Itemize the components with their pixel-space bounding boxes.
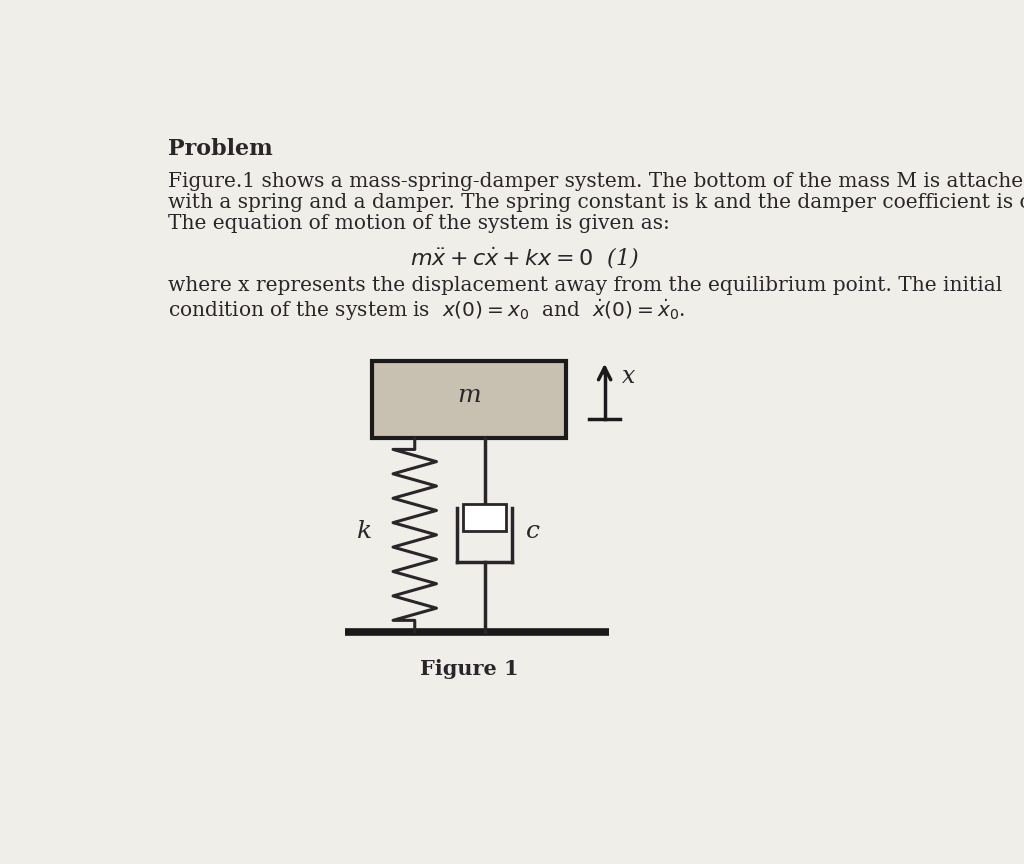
Text: k: k xyxy=(356,519,372,543)
Text: with a spring and a damper. The spring constant is k and the damper coefficient : with a spring and a damper. The spring c… xyxy=(168,193,1024,212)
Bar xyxy=(463,504,506,531)
Text: x: x xyxy=(622,365,635,388)
Text: condition of the system is  $x(0) = x_0$  and  $\dot{x}(0) = \dot{x}_0$.: condition of the system is $x(0) = x_0$ … xyxy=(168,297,685,322)
Text: Problem: Problem xyxy=(168,137,273,160)
Text: m: m xyxy=(457,384,481,407)
Text: where x represents the displacement away from the equilibrium point. The initial: where x represents the displacement away… xyxy=(168,276,1002,295)
Text: Figure 1: Figure 1 xyxy=(420,659,518,679)
Text: The equation of motion of the system is given as:: The equation of motion of the system is … xyxy=(168,213,670,232)
Text: c: c xyxy=(525,519,540,543)
Text: $m\ddot{x} + c\dot{x} + kx = 0$  (1): $m\ddot{x} + c\dot{x} + kx = 0$ (1) xyxy=(411,245,639,271)
Text: Figure.1 shows a mass-spring-damper system. The bottom of the mass M is attached: Figure.1 shows a mass-spring-damper syst… xyxy=(168,172,1024,191)
Bar xyxy=(372,361,566,438)
